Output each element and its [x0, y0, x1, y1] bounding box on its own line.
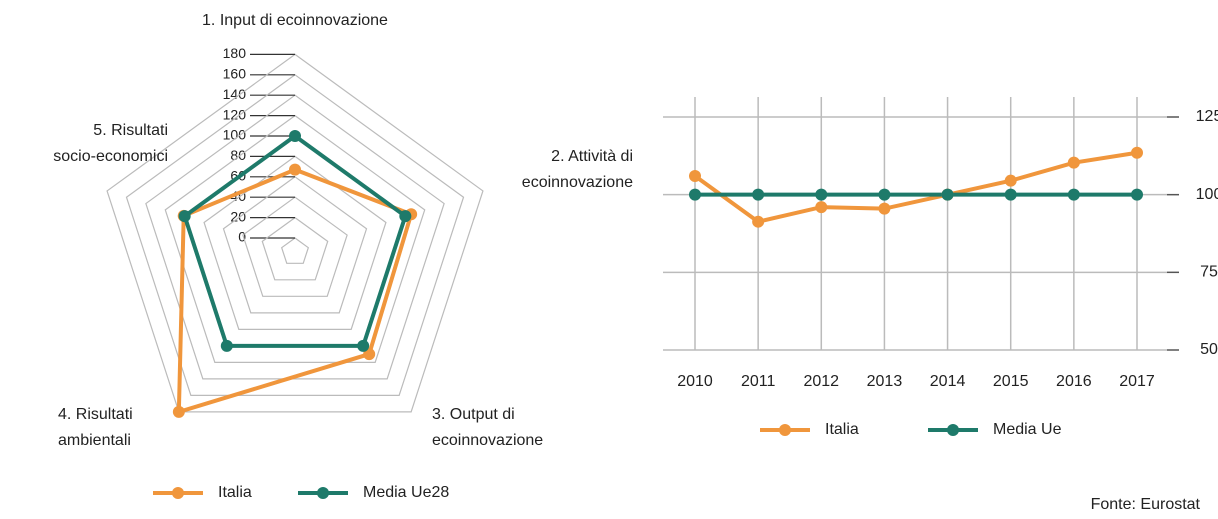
point — [1131, 146, 1143, 159]
grid-ring — [222, 176, 368, 314]
x-tick-label: 2017 — [1119, 373, 1155, 390]
x-tick-label: 2011 — [741, 373, 776, 390]
legend-dot — [317, 487, 329, 499]
x-tick-label: 2012 — [803, 373, 839, 390]
r-tick-label: 160 — [223, 66, 247, 82]
axis-label: 1. Input di ecoinnovazione — [202, 12, 388, 29]
point — [1067, 156, 1080, 169]
r-tick-label: 140 — [223, 86, 247, 102]
axis-label: 4. Risultati ambientali — [58, 406, 133, 449]
legend-label: Italia — [825, 421, 859, 438]
point — [815, 188, 828, 201]
grid-ring — [164, 114, 426, 363]
grid-ring — [145, 94, 445, 380]
axis-label: 5. Risultati socio-economici — [53, 122, 168, 165]
point — [1004, 174, 1017, 187]
x-tick-label: 2014 — [930, 373, 966, 390]
y-tick-label: 75 — [1200, 264, 1218, 281]
point — [399, 210, 412, 223]
r-tick-label: 180 — [223, 45, 247, 61]
point — [289, 130, 301, 142]
y-tick-label: 100 — [1196, 186, 1218, 203]
r-tick-label: 100 — [223, 127, 247, 143]
point — [878, 202, 891, 215]
point — [752, 188, 765, 201]
point — [1004, 188, 1017, 201]
grid-ring — [125, 74, 465, 396]
grid-ring — [203, 155, 387, 330]
series-outline — [182, 133, 408, 348]
grid-ring — [106, 53, 484, 413]
point — [878, 188, 891, 201]
grid-ring — [242, 196, 348, 297]
x-tick-label: 2013 — [867, 373, 903, 390]
legend-label: Media Ue28 — [363, 484, 449, 501]
point — [1067, 188, 1080, 201]
point — [689, 170, 701, 183]
source: Fonte: Eurostat — [1091, 496, 1201, 513]
point — [752, 215, 765, 228]
point — [172, 405, 185, 418]
legend-label: Media Ue — [993, 421, 1062, 438]
point — [363, 348, 376, 361]
series-line — [693, 150, 1138, 224]
legend-dot — [779, 424, 791, 436]
point — [815, 201, 828, 214]
series-outline — [176, 167, 414, 415]
r-tick-label: 120 — [223, 106, 247, 122]
x-tick-label: 2015 — [993, 373, 1029, 390]
x-tick-label: 2016 — [1056, 373, 1092, 390]
axis-label: 2. Attività di ecoinnovazione — [521, 148, 633, 191]
legend-label: Italia — [218, 484, 252, 501]
axis-label: 3. Output di ecoinnovazione — [432, 406, 544, 449]
point — [289, 163, 301, 176]
grid-ring — [261, 216, 329, 281]
grid-ring — [280, 237, 310, 264]
point — [178, 210, 191, 223]
point — [941, 188, 954, 201]
point — [357, 339, 370, 352]
point — [220, 339, 233, 352]
y-tick-label: 50 — [1200, 341, 1218, 358]
point — [1131, 188, 1143, 201]
r-tick-label: 0 — [238, 229, 246, 245]
x-tick-label: 2010 — [677, 373, 713, 390]
point — [689, 188, 701, 201]
legend-dot — [172, 487, 184, 499]
legend-dot — [947, 424, 959, 436]
y-tick-label: 125 — [1196, 108, 1218, 125]
